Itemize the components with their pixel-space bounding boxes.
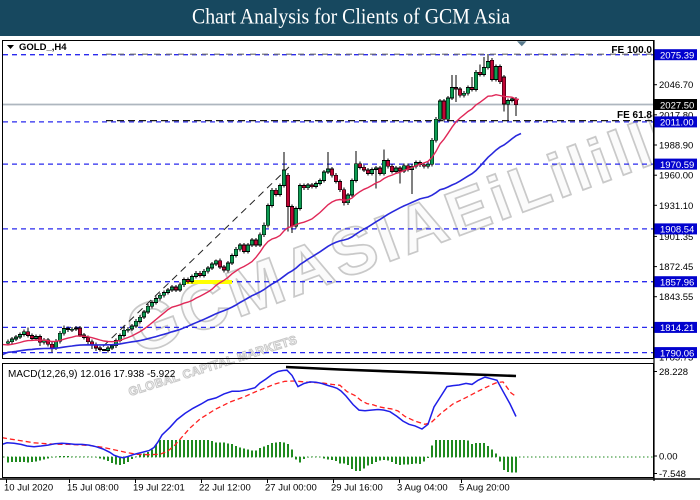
svg-text:2011.00: 2011.00 xyxy=(660,118,694,129)
svg-text:22 Jul 12:00: 22 Jul 12:00 xyxy=(199,483,251,494)
svg-text:1814.21: 1814.21 xyxy=(660,323,694,334)
svg-text:FE 100.0: FE 100.0 xyxy=(611,45,652,56)
svg-text:1988.90: 1988.90 xyxy=(659,141,693,152)
svg-text:5 Aug 20:00: 5 Aug 20:00 xyxy=(459,483,510,494)
svg-text:1857.96: 1857.96 xyxy=(660,278,694,289)
svg-text:1908.54: 1908.54 xyxy=(660,225,694,236)
svg-text:GOLD_,H4: GOLD_,H4 xyxy=(19,42,67,53)
svg-text:1970.59: 1970.59 xyxy=(660,160,694,171)
svg-text:2046.70: 2046.70 xyxy=(659,80,693,91)
svg-text:2075.39: 2075.39 xyxy=(660,51,694,62)
svg-text:1931.10: 1931.10 xyxy=(659,201,693,212)
svg-text:-7.548: -7.548 xyxy=(659,469,686,480)
svg-text:28.228: 28.228 xyxy=(659,367,688,378)
svg-text:1960.00: 1960.00 xyxy=(659,171,693,182)
svg-text:MACD(12,26,9) 12.016 17.938 -5: MACD(12,26,9) 12.016 17.938 -5.922 xyxy=(8,369,176,380)
svg-text:27 Jul 00:00: 27 Jul 00:00 xyxy=(265,483,317,494)
svg-text:FE 61.8: FE 61.8 xyxy=(617,110,652,121)
svg-text:1901.35: 1901.35 xyxy=(659,232,693,243)
svg-text:Chart Analysis for Clients of: Chart Analysis for Clients of GCM Asia xyxy=(192,4,510,29)
svg-text:1790.06: 1790.06 xyxy=(660,348,694,359)
svg-text:19 Jul 22:01: 19 Jul 22:01 xyxy=(133,483,185,494)
svg-text:1843.55: 1843.55 xyxy=(659,292,693,303)
svg-text:2017.80: 2017.80 xyxy=(659,110,693,121)
svg-text:10 Jul 2020: 10 Jul 2020 xyxy=(4,483,53,494)
svg-text:1872.45: 1872.45 xyxy=(659,262,693,273)
svg-text:15 Jul 08:00: 15 Jul 08:00 xyxy=(67,483,119,494)
svg-text:0.00: 0.00 xyxy=(659,452,678,463)
svg-text:2027.50: 2027.50 xyxy=(660,100,694,111)
svg-text:29 Jul 16:00: 29 Jul 16:00 xyxy=(331,483,383,494)
svg-text:3 Aug 04:00: 3 Aug 04:00 xyxy=(397,483,448,494)
